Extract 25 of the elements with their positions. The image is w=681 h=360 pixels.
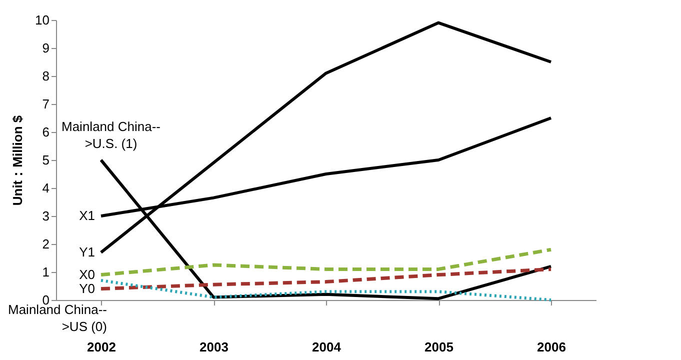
line-series (99, 267, 553, 291)
line-series (99, 248, 553, 277)
series-label: X0 (79, 266, 95, 282)
y-tick-label: 10 (35, 12, 50, 28)
series-label: Y0 (79, 280, 95, 296)
y-tick-label: 4 (42, 180, 50, 196)
y-tick-label: 5 (42, 152, 50, 168)
series-label: X1 (79, 208, 95, 223)
line-series (100, 278, 552, 302)
x-tick-label: 2005 (424, 340, 454, 354)
y-tick-label: 8 (42, 68, 50, 84)
x-tick-label: 2006 (537, 340, 566, 354)
y-tick-label: 0 (42, 292, 50, 308)
x-tick-label: 2002 (87, 340, 116, 354)
y-tick-label: 9 (42, 40, 50, 56)
y-tick-label: 7 (42, 96, 50, 112)
y-axis-title: Unit：Million $ (10, 114, 26, 206)
y-tick-label: 6 (42, 124, 50, 140)
y-tick-label: 2 (42, 236, 50, 252)
y-tick-label: 1 (42, 264, 50, 280)
text: Mainland China-->U.S. (1) (62, 119, 160, 151)
y-tick-label: 3 (42, 208, 50, 224)
series-label: Y1 (79, 244, 95, 260)
x-tick-label: 2004 (312, 340, 342, 354)
x-tick-label: 2003 (200, 340, 228, 354)
